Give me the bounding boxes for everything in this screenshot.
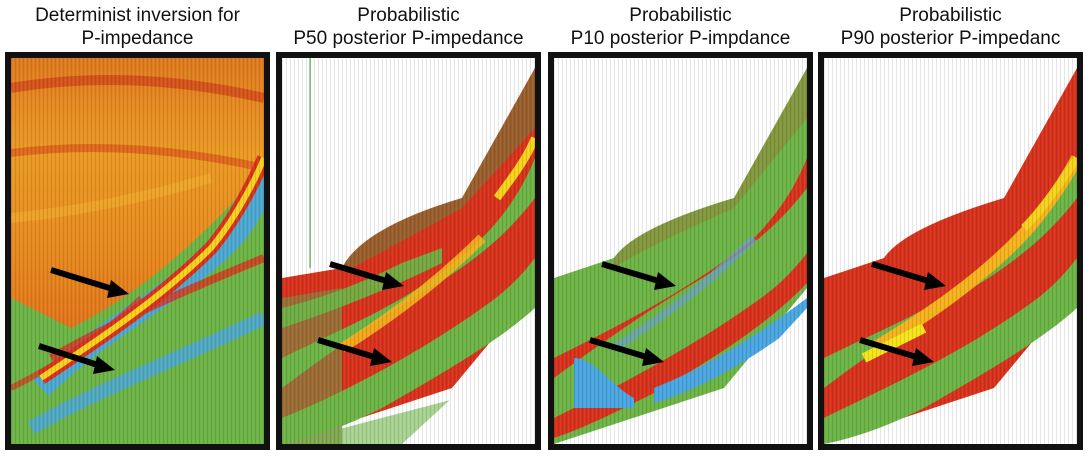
panel-4-p90-section bbox=[818, 52, 1083, 450]
panel-3-title-line1: Probabilistic bbox=[629, 5, 732, 26]
panel-4-lower-arrow bbox=[859, 337, 934, 366]
panel-2-p50-section bbox=[276, 52, 541, 450]
panel-3-title-line2: P10 posterior P-impdance bbox=[570, 28, 791, 49]
panel-1-image bbox=[11, 58, 264, 444]
panel-2-caption: Probabilistic P50 posterior P-impedance bbox=[276, 4, 541, 50]
panel-3-image bbox=[554, 58, 807, 444]
panel-2-title-line1: Probabilistic bbox=[357, 5, 460, 26]
panel-4-title-line2: P90 posterior P-impedanc bbox=[840, 28, 1061, 49]
panel-3-lower-arrow bbox=[589, 337, 664, 366]
panel-2-title-line2: P50 posterior P-impedance bbox=[293, 28, 524, 49]
panel-3-upper-arrow bbox=[601, 261, 676, 290]
panel-3-p10-section bbox=[548, 52, 813, 450]
panel-1-caption: Determinist inversion for P-impedance bbox=[5, 4, 270, 50]
panel-3-caption: Probabilistic P10 posterior P-impdance bbox=[548, 4, 813, 50]
panel-4-title-line1: Probabilistic bbox=[899, 5, 1002, 26]
panel-2-lower-arrow bbox=[317, 337, 392, 366]
panel-1-upper-arrow bbox=[50, 267, 129, 298]
panel-2-image bbox=[282, 58, 535, 444]
panel-1-deterministic-section bbox=[5, 52, 270, 450]
panel-1-lower-arrow bbox=[38, 343, 115, 374]
panel-4-caption: Probabilistic P90 posterior P-impedanc bbox=[818, 4, 1083, 50]
panel-1-title-line1: Determinist inversion for bbox=[35, 5, 240, 26]
panel-2-upper-arrow bbox=[329, 261, 404, 290]
panel-4-image bbox=[824, 58, 1077, 444]
panel-1-title-line2: P-impedance bbox=[81, 28, 194, 49]
panel-4-upper-arrow bbox=[871, 261, 946, 290]
